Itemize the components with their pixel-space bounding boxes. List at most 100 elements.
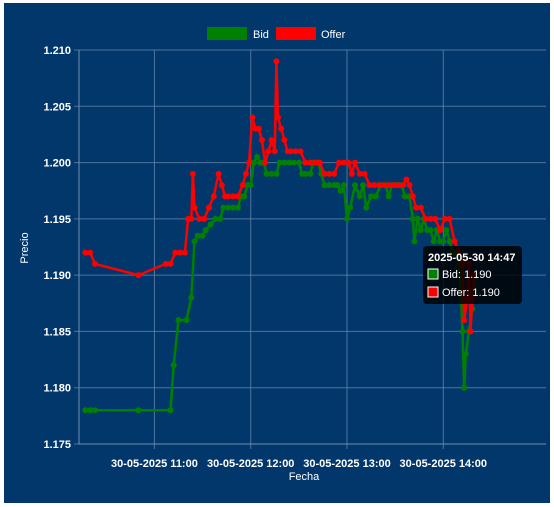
data-point-offer[interactable] xyxy=(340,159,347,166)
data-point-bid[interactable] xyxy=(344,215,351,222)
data-point-bid[interactable] xyxy=(462,350,469,357)
data-point-bid[interactable] xyxy=(175,317,182,324)
data-point-offer[interactable] xyxy=(467,328,474,335)
legend-item-bid[interactable]: Bid xyxy=(207,27,269,41)
data-point-bid[interactable] xyxy=(92,407,99,414)
data-point-offer[interactable] xyxy=(287,148,294,155)
data-point-bid[interactable] xyxy=(194,232,201,239)
data-point-bid[interactable] xyxy=(220,204,227,211)
data-point-bid[interactable] xyxy=(417,227,424,234)
data-point-offer[interactable] xyxy=(162,260,169,267)
data-point-offer[interactable] xyxy=(262,159,269,166)
data-point-offer[interactable] xyxy=(348,170,355,177)
data-point-bid[interactable] xyxy=(430,238,437,245)
data-point-bid[interactable] xyxy=(295,159,302,166)
data-point-bid[interactable] xyxy=(263,170,270,177)
data-point-offer[interactable] xyxy=(297,148,304,155)
data-point-bid[interactable] xyxy=(461,384,468,391)
data-point-bid[interactable] xyxy=(254,153,261,160)
data-point-offer[interactable] xyxy=(268,137,275,144)
data-point-offer[interactable] xyxy=(271,148,278,155)
data-point-offer[interactable] xyxy=(205,204,212,211)
data-point-bid[interactable] xyxy=(385,193,392,200)
data-point-offer[interactable] xyxy=(218,182,225,189)
data-point-offer[interactable] xyxy=(196,215,203,222)
data-point-offer[interactable] xyxy=(242,170,249,177)
data-point-offer[interactable] xyxy=(345,159,352,166)
data-point-bid[interactable] xyxy=(230,204,237,211)
data-point-offer[interactable] xyxy=(371,182,378,189)
data-point-offer[interactable] xyxy=(215,170,222,177)
data-point-bid[interactable] xyxy=(427,227,434,234)
data-point-bid[interactable] xyxy=(307,170,314,177)
data-point-offer[interactable] xyxy=(422,215,429,222)
data-point-offer[interactable] xyxy=(265,148,272,155)
data-point-bid[interactable] xyxy=(250,159,257,166)
data-point-offer[interactable] xyxy=(403,176,410,183)
data-point-offer[interactable] xyxy=(249,114,256,121)
data-point-offer[interactable] xyxy=(380,182,387,189)
data-point-offer[interactable] xyxy=(316,159,323,166)
data-point-offer[interactable] xyxy=(191,204,198,211)
data-point-offer[interactable] xyxy=(390,182,397,189)
data-point-offer[interactable] xyxy=(366,182,373,189)
data-point-bid[interactable] xyxy=(212,215,219,222)
data-point-bid[interactable] xyxy=(268,170,275,177)
data-point-bid[interactable] xyxy=(234,204,241,211)
data-point-bid[interactable] xyxy=(360,182,367,189)
data-point-offer[interactable] xyxy=(331,170,338,177)
data-point-bid[interactable] xyxy=(207,221,214,228)
data-point-bid[interactable] xyxy=(225,204,232,211)
data-point-bid[interactable] xyxy=(401,193,408,200)
data-point-offer[interactable] xyxy=(352,159,359,166)
data-point-offer[interactable] xyxy=(87,249,94,256)
data-point-bid[interactable] xyxy=(321,182,328,189)
data-point-bid[interactable] xyxy=(82,407,89,414)
data-point-bid[interactable] xyxy=(414,215,421,222)
data-point-offer[interactable] xyxy=(432,215,439,222)
data-point-offer[interactable] xyxy=(446,215,453,222)
data-point-offer[interactable] xyxy=(210,193,217,200)
data-point-offer[interactable] xyxy=(82,249,89,256)
data-point-offer[interactable] xyxy=(234,193,241,200)
data-point-bid[interactable] xyxy=(191,238,198,245)
data-point-offer[interactable] xyxy=(437,227,444,234)
data-point-offer[interactable] xyxy=(239,182,246,189)
data-point-offer[interactable] xyxy=(92,260,99,267)
data-point-offer[interactable] xyxy=(246,159,253,166)
data-point-offer[interactable] xyxy=(385,182,392,189)
data-point-offer[interactable] xyxy=(356,170,363,177)
data-point-bid[interactable] xyxy=(409,215,416,222)
data-point-offer[interactable] xyxy=(376,182,383,189)
data-point-offer[interactable] xyxy=(321,170,328,177)
data-point-bid[interactable] xyxy=(241,193,248,200)
data-point-offer[interactable] xyxy=(135,272,142,279)
data-point-offer[interactable] xyxy=(258,137,265,144)
data-point-offer[interactable] xyxy=(451,238,458,245)
data-point-bid[interactable] xyxy=(459,328,466,335)
data-point-bid[interactable] xyxy=(363,204,370,211)
data-point-offer[interactable] xyxy=(302,159,309,166)
data-point-offer[interactable] xyxy=(406,182,413,189)
data-point-bid[interactable] xyxy=(167,407,174,414)
data-point-bid[interactable] xyxy=(326,182,333,189)
data-point-bid[interactable] xyxy=(302,170,309,177)
data-point-bid[interactable] xyxy=(135,407,142,414)
data-point-bid[interactable] xyxy=(368,193,375,200)
data-point-offer[interactable] xyxy=(417,204,424,211)
data-point-offer[interactable] xyxy=(413,204,420,211)
data-point-bid[interactable] xyxy=(356,193,363,200)
data-point-bid[interactable] xyxy=(340,182,347,189)
data-point-offer[interactable] xyxy=(189,170,196,177)
data-point-offer[interactable] xyxy=(167,260,174,267)
data-point-offer[interactable] xyxy=(461,317,468,324)
data-point-bid[interactable] xyxy=(276,159,283,166)
data-point-offer[interactable] xyxy=(307,159,314,166)
data-point-offer[interactable] xyxy=(273,58,280,65)
data-point-offer[interactable] xyxy=(395,182,402,189)
data-point-offer[interactable] xyxy=(181,249,188,256)
legend[interactable]: Bid Offer xyxy=(207,27,346,41)
data-point-offer[interactable] xyxy=(292,148,299,155)
data-point-bid[interactable] xyxy=(188,294,195,301)
data-point-offer[interactable] xyxy=(361,170,368,177)
